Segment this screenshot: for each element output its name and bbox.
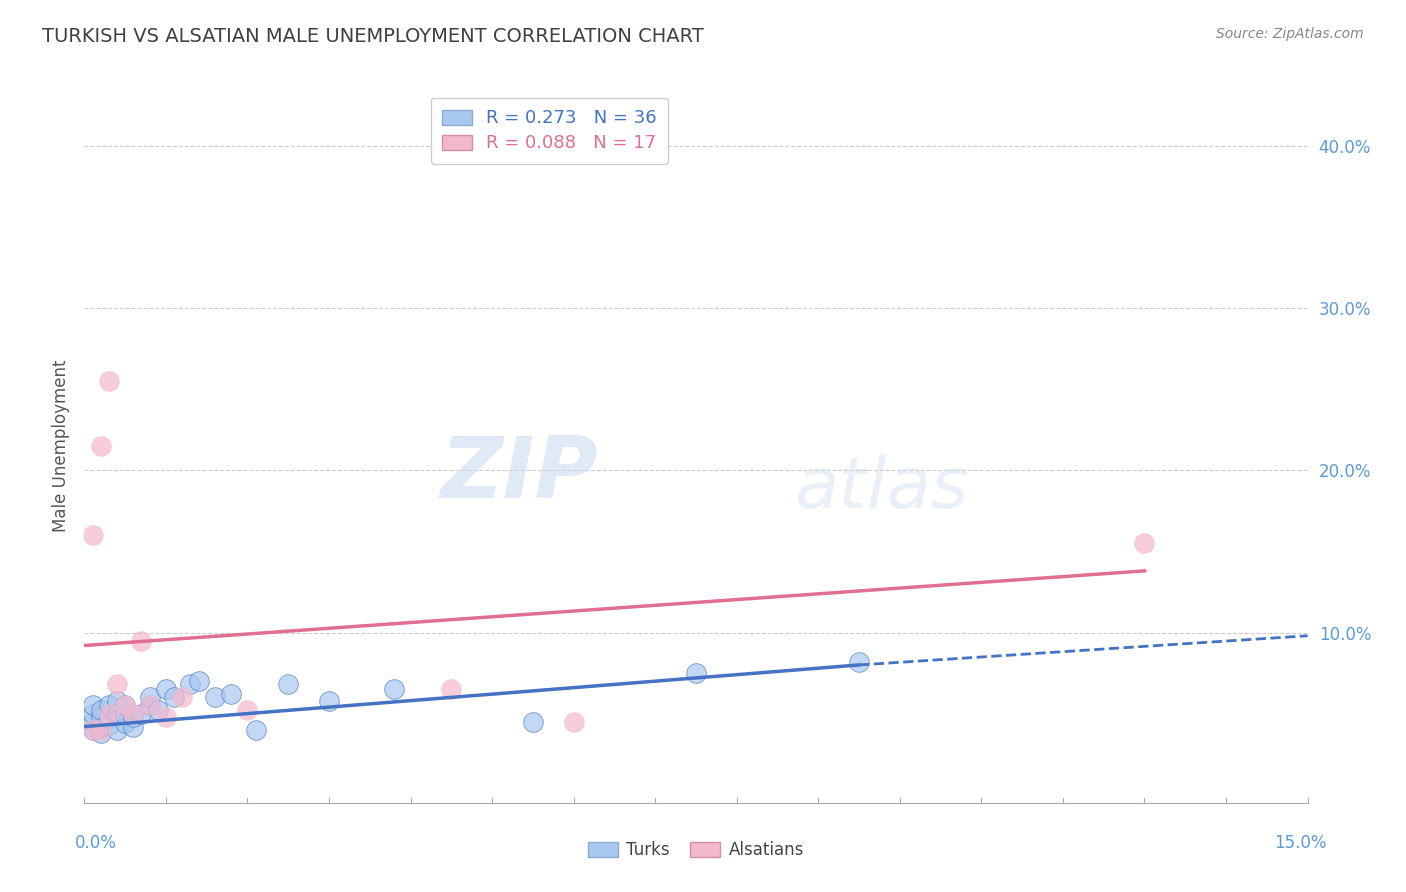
- Point: [90, 703, 112, 717]
- Point: [122, 720, 145, 734]
- Point: [105, 723, 128, 737]
- Point: [82, 528, 104, 542]
- Point: [685, 666, 707, 681]
- Text: Source: ZipAtlas.com: Source: ZipAtlas.com: [1216, 27, 1364, 41]
- Point: [97, 706, 120, 721]
- Point: [562, 714, 585, 729]
- Point: [90, 726, 112, 740]
- Point: [105, 693, 128, 707]
- Point: [82, 723, 104, 737]
- Point: [114, 716, 136, 731]
- Point: [122, 710, 145, 724]
- Point: [219, 687, 242, 701]
- Point: [97, 374, 120, 388]
- Point: [277, 677, 299, 691]
- Point: [114, 698, 136, 713]
- Point: [131, 633, 153, 648]
- Point: [90, 710, 112, 724]
- Point: [97, 698, 120, 713]
- Point: [318, 693, 340, 707]
- Point: [82, 714, 104, 729]
- Legend: Turks, Alsatians: Turks, Alsatians: [582, 835, 810, 866]
- Text: TURKISH VS ALSATIAN MALE UNEMPLOYMENT CORRELATION CHART: TURKISH VS ALSATIAN MALE UNEMPLOYMENT CO…: [42, 27, 704, 45]
- Point: [82, 706, 104, 721]
- Point: [131, 706, 153, 721]
- Point: [82, 723, 104, 737]
- Text: 15.0%: 15.0%: [1274, 834, 1327, 852]
- Point: [90, 720, 112, 734]
- Point: [848, 655, 870, 669]
- Point: [236, 703, 259, 717]
- Point: [245, 723, 267, 737]
- Point: [97, 718, 120, 732]
- Point: [522, 714, 544, 729]
- Point: [187, 674, 209, 689]
- Point: [138, 698, 160, 713]
- Point: [138, 698, 160, 713]
- Point: [204, 690, 226, 705]
- Point: [97, 710, 120, 724]
- Point: [163, 690, 186, 705]
- Point: [114, 698, 136, 713]
- Point: [122, 706, 145, 721]
- Point: [440, 682, 463, 697]
- Text: 0.0%: 0.0%: [75, 834, 117, 852]
- Point: [114, 706, 136, 721]
- Point: [82, 698, 104, 713]
- Point: [179, 677, 201, 691]
- Point: [172, 690, 194, 705]
- Point: [105, 677, 128, 691]
- Point: [105, 706, 128, 721]
- Point: [382, 682, 405, 697]
- Y-axis label: Male Unemployment: Male Unemployment: [52, 359, 70, 533]
- Point: [1133, 536, 1156, 550]
- Point: [90, 439, 112, 453]
- Point: [90, 723, 112, 737]
- Point: [155, 710, 177, 724]
- Text: atlas: atlas: [794, 454, 969, 524]
- Point: [138, 690, 160, 705]
- Point: [155, 682, 177, 697]
- Text: ZIP: ZIP: [440, 433, 598, 516]
- Point: [146, 703, 169, 717]
